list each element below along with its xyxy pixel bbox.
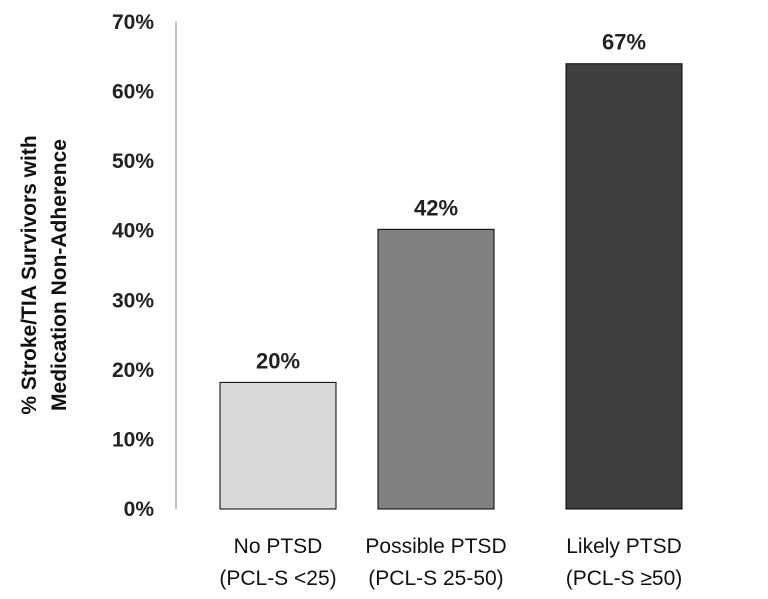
y-axis-ticks: 0% 10% 20% 30% 40% 50% 60% 70%: [112, 11, 154, 521]
y-tick-label: 50%: [112, 150, 154, 173]
data-label-3: 67%: [602, 30, 646, 55]
y-tick-label: 30%: [112, 289, 154, 312]
bars: [219, 63, 683, 510]
y-tick-label: 60%: [112, 81, 154, 104]
x-category-label: Likely PTSD: [566, 535, 682, 558]
y-tick-label: 10%: [112, 428, 154, 451]
y-tick-label: 20%: [112, 359, 154, 382]
data-label-2: 42%: [414, 195, 458, 220]
x-category-label: (PCL-S 25-50): [368, 567, 503, 590]
bar-2: [377, 228, 495, 510]
x-axis-categories: No PTSD (PCL-S <25) Possible PTSD (PCL-S 25…: [219, 535, 682, 590]
y-tick-label: 40%: [112, 220, 154, 243]
bar-1: [219, 381, 337, 510]
data-labels: 20% 42% 67%: [256, 30, 646, 374]
y-axis-title-line: % Stroke/TIA Survivors with: [18, 135, 41, 414]
y-axis-title-line: Medication Non-Adherence: [48, 139, 71, 411]
x-category-label: No PTSD: [234, 535, 323, 558]
y-tick-label: 0%: [124, 498, 155, 521]
x-category-label: (PCL-S <25): [219, 567, 336, 590]
x-category-label: Possible PTSD: [365, 535, 506, 558]
data-label-1: 20%: [256, 348, 300, 373]
y-axis-title: % Stroke/TIA Survivors with Medication No…: [18, 135, 71, 414]
y-tick-label: 70%: [112, 11, 154, 34]
bar-3: [565, 63, 683, 510]
x-category-label: (PCL-S ≥50): [566, 567, 683, 590]
